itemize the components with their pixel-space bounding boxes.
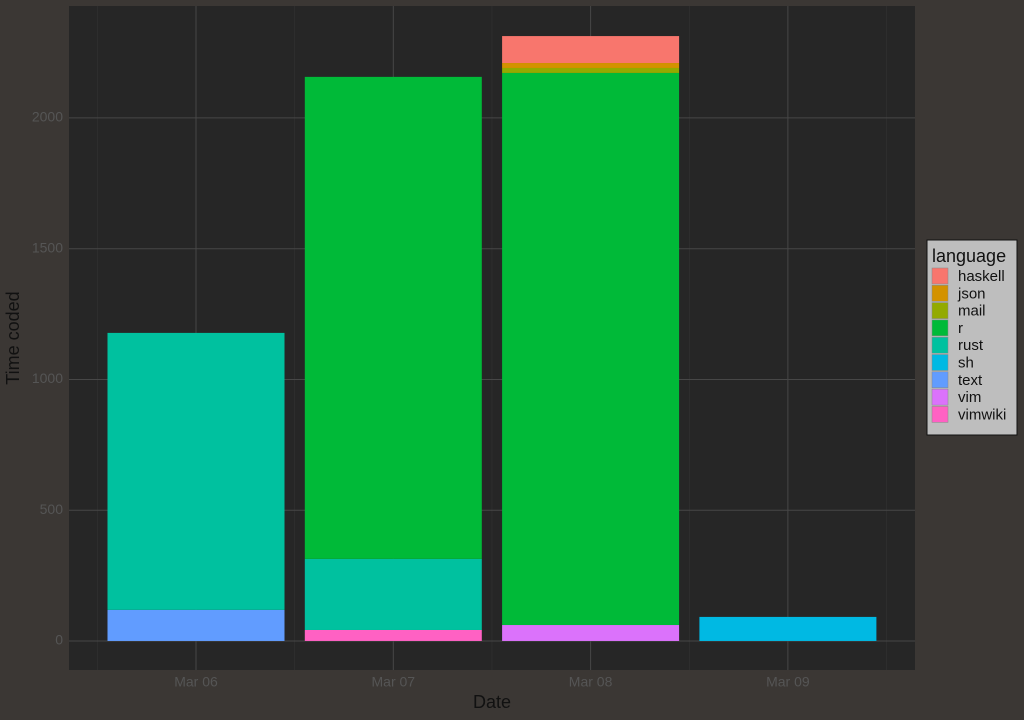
y-tick-label: 2000	[32, 109, 63, 125]
legend: language haskelljsonmailrrustshtextvimvi…	[926, 239, 1018, 436]
x-tick-label: Mar 07	[372, 674, 416, 690]
bar-segment	[502, 63, 680, 68]
legend-label: json	[957, 285, 986, 302]
legend-label: mail	[958, 303, 986, 320]
bar-segment	[502, 67, 680, 73]
bar-segment	[304, 558, 482, 630]
y-tick-label: 1000	[32, 370, 63, 386]
bar-segment	[107, 332, 285, 610]
legend-key	[931, 371, 949, 389]
legend-label: haskell	[958, 268, 1005, 285]
bar-segment	[304, 629, 482, 641]
legend-label: sh	[958, 354, 974, 371]
legend-label: rust	[958, 337, 984, 354]
legend-label: r	[958, 320, 963, 337]
legend-label: vim	[958, 389, 981, 406]
legend-key	[931, 319, 949, 337]
legend-label: vimwiki	[958, 406, 1006, 423]
bar-segment	[304, 76, 482, 559]
bar-segment	[502, 72, 680, 626]
bar-segment	[502, 36, 680, 64]
y-tick-label: 500	[40, 501, 64, 517]
bar-segment	[107, 609, 285, 641]
legend-key	[931, 388, 949, 406]
legend-key	[931, 267, 949, 285]
bars	[107, 36, 877, 641]
legend-key	[931, 302, 949, 319]
legend-title: language	[932, 246, 1006, 266]
x-tick-label: Mar 06	[174, 674, 218, 690]
y-tick-label: 1500	[32, 239, 63, 255]
y-axis-title: Time coded	[3, 291, 23, 384]
bar-segment	[699, 616, 877, 641]
legend-key	[931, 285, 949, 302]
labels: 0 500 1000 1500 2000 Mar 06 Mar 07 Mar 08 Mar 09	[32, 109, 810, 690]
legend-key	[931, 336, 949, 354]
legend-label: text	[958, 372, 983, 389]
legend-key	[931, 354, 949, 371]
y-tick-label: 0	[55, 632, 63, 648]
x-tick-label: Mar 08	[569, 674, 613, 690]
legend-key	[931, 406, 949, 423]
x-axis-title: Date	[473, 692, 511, 712]
bar-segment	[502, 625, 680, 641]
x-tick-label: Mar 09	[766, 674, 810, 690]
